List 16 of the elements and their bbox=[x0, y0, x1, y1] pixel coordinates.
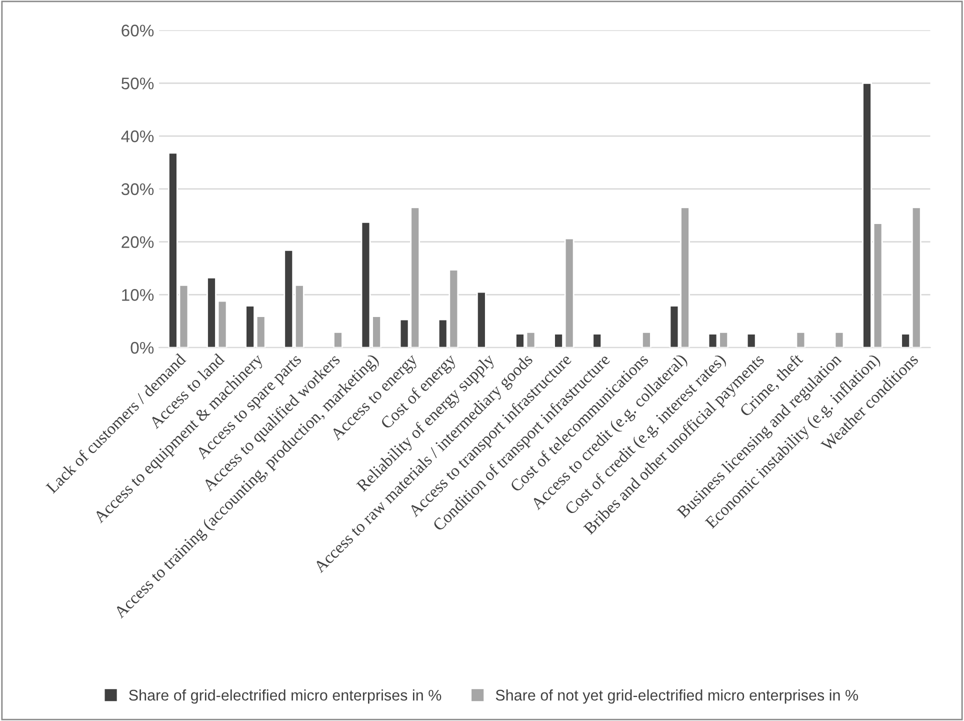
y-tick-label: 50% bbox=[122, 78, 154, 90]
y-tick-label: 60% bbox=[122, 24, 154, 36]
bar bbox=[592, 333, 602, 348]
bar bbox=[796, 331, 806, 348]
bar bbox=[834, 331, 844, 348]
y-tick-label: 40% bbox=[121, 130, 154, 142]
bar bbox=[746, 333, 756, 348]
y-tick-label: 20% bbox=[122, 236, 154, 248]
bar bbox=[476, 291, 486, 348]
y-tick-label: 10% bbox=[122, 289, 154, 301]
bar bbox=[333, 331, 343, 348]
legend-label: Share of grid-electrified micro enterprises in % bbox=[129, 689, 442, 704]
bar bbox=[642, 331, 652, 348]
legend-label: Share of not yet grid-electrified micro enterprises in % bbox=[496, 689, 858, 704]
y-tick-label: 30% bbox=[121, 183, 154, 196]
y-tick-label: 0% bbox=[130, 342, 154, 354]
